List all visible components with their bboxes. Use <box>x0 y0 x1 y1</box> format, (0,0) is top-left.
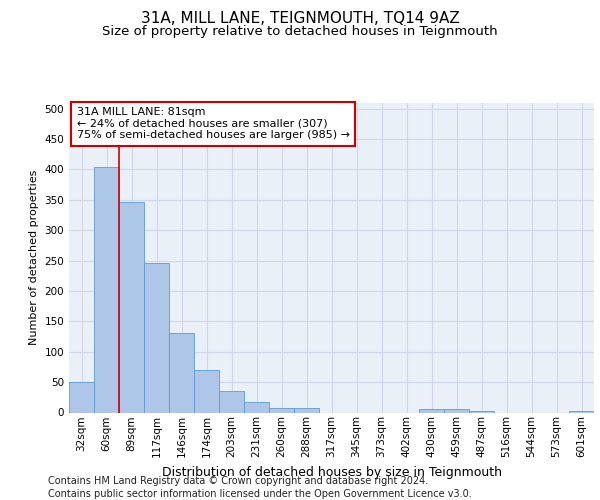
Bar <box>244 402 269 412</box>
Bar <box>419 410 444 412</box>
Bar <box>569 410 594 412</box>
Bar <box>294 408 319 412</box>
X-axis label: Distribution of detached houses by size in Teignmouth: Distribution of detached houses by size … <box>161 466 502 478</box>
Y-axis label: Number of detached properties: Number of detached properties <box>29 170 39 345</box>
Bar <box>444 410 469 412</box>
Bar <box>144 263 169 412</box>
Text: Contains public sector information licensed under the Open Government Licence v3: Contains public sector information licen… <box>48 489 472 499</box>
Bar <box>219 391 244 412</box>
Bar <box>169 334 194 412</box>
Text: 31A, MILL LANE, TEIGNMOUTH, TQ14 9AZ: 31A, MILL LANE, TEIGNMOUTH, TQ14 9AZ <box>140 11 460 26</box>
Bar <box>194 370 219 412</box>
Bar <box>94 167 119 412</box>
Text: 31A MILL LANE: 81sqm
← 24% of detached houses are smaller (307)
75% of semi-deta: 31A MILL LANE: 81sqm ← 24% of detached h… <box>77 107 350 140</box>
Bar <box>69 382 94 412</box>
Text: Contains HM Land Registry data © Crown copyright and database right 2024.: Contains HM Land Registry data © Crown c… <box>48 476 428 486</box>
Bar <box>269 408 294 412</box>
Text: Size of property relative to detached houses in Teignmouth: Size of property relative to detached ho… <box>102 25 498 38</box>
Bar <box>119 202 144 412</box>
